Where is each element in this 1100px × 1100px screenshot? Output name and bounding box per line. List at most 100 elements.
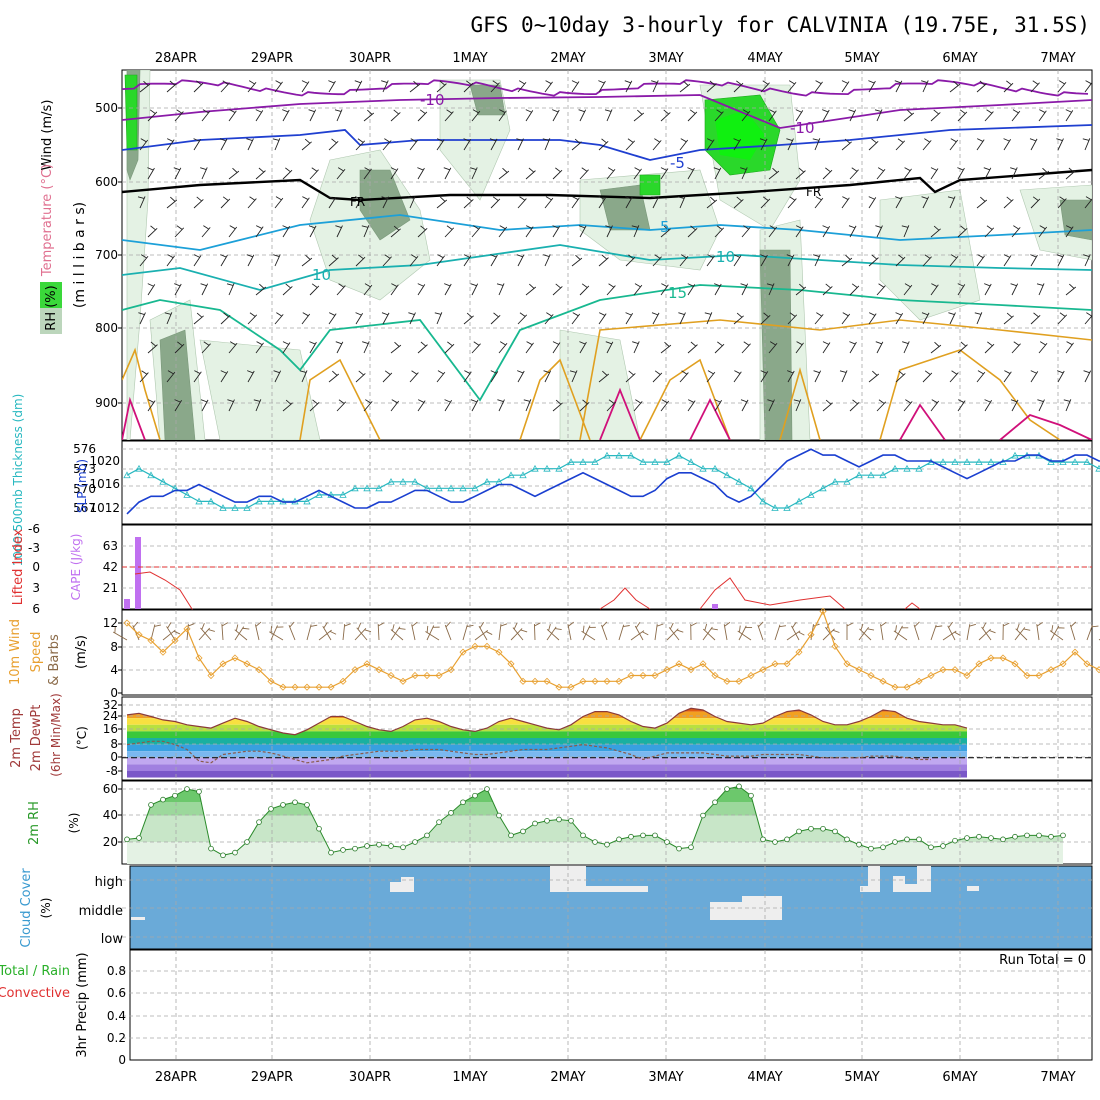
rh2m-marker <box>688 844 694 851</box>
thickness-marker <box>327 491 335 498</box>
wind10-barb <box>601 621 608 641</box>
tick-label: 12 <box>103 616 118 630</box>
wind10-marker <box>1023 671 1031 680</box>
wind10-marker <box>1095 666 1100 674</box>
wind10-marker <box>915 677 923 685</box>
thickness-marker <box>267 497 275 505</box>
wind10-barb <box>342 623 351 641</box>
wind-barb <box>598 370 610 383</box>
tick-label: 573 <box>73 462 96 476</box>
rh2m-marker <box>640 832 646 839</box>
rh2m-marker <box>220 852 226 859</box>
wind-barb <box>813 254 821 267</box>
wind10-marker <box>651 671 659 680</box>
wind10-marker <box>819 607 827 615</box>
ylabel-2m-dewpt: 2m DewPt <box>29 705 44 772</box>
thickness-marker <box>915 464 923 472</box>
wind-barb <box>1011 225 1021 238</box>
rh2m-marker <box>952 837 958 844</box>
wind-barb <box>1036 283 1045 296</box>
wind-barb <box>498 167 510 180</box>
rh2m-marker <box>304 802 310 808</box>
wind-barb <box>957 109 968 122</box>
wind10-barb <box>894 625 909 641</box>
wind-barb <box>516 254 525 267</box>
tick-label: 570 <box>73 482 96 496</box>
wind-barb <box>544 312 554 325</box>
rh2m-marker <box>352 845 358 852</box>
temp-band <box>127 757 967 765</box>
wind-barb <box>147 399 156 412</box>
wind-barb <box>301 254 313 267</box>
wind10-barb <box>942 630 961 641</box>
wind10-marker <box>423 671 431 680</box>
tick-label: 8 <box>110 737 118 751</box>
wind-barb <box>517 312 528 325</box>
wind-barb <box>786 138 794 151</box>
wind-barb <box>228 341 238 354</box>
wind-barb <box>363 399 373 412</box>
wind-barb <box>1030 254 1038 267</box>
ylabel-barbs: & Barbs <box>47 634 62 686</box>
ylabel-cloud-cover: Cloud Cover <box>19 868 34 948</box>
wind10-barb <box>1069 621 1077 641</box>
wind10-marker <box>519 677 527 685</box>
rh2m-marker <box>1000 836 1006 843</box>
wind-barb <box>228 225 238 238</box>
rh2m-marker <box>292 799 298 806</box>
rh2m-marker <box>472 792 478 799</box>
wind-barb <box>490 80 500 93</box>
rh2m-marker <box>136 835 142 841</box>
wind10-barb <box>354 627 372 641</box>
thickness-marker <box>195 497 203 505</box>
wind10-panel: 12 8 4 0 10m Wind Speed & Barbs (m/s) <box>8 607 1100 700</box>
wind10-barb <box>425 625 440 641</box>
wind10-barb <box>822 628 840 641</box>
date-label: 28APR <box>155 51 197 66</box>
rh2m-marker <box>412 839 418 845</box>
rh2m-marker <box>328 849 334 856</box>
run-total-label: Run Total = 0 <box>999 953 1086 968</box>
wind-barb <box>598 138 609 151</box>
wind10-barb <box>690 622 697 641</box>
wind-barb <box>417 283 426 296</box>
wind-barb <box>1011 109 1021 122</box>
wind10-barb <box>581 625 596 641</box>
cloud-gap <box>868 866 880 892</box>
wind-barb <box>976 370 986 383</box>
wind-barb <box>740 167 748 180</box>
ylabel-convective: Convective <box>0 986 70 1001</box>
wind-barb <box>1003 312 1014 325</box>
wind-barb <box>525 109 534 122</box>
wind10-marker <box>867 671 875 680</box>
wind10-marker <box>1083 660 1091 668</box>
wind-barb <box>282 225 291 238</box>
wind-barb <box>660 167 669 180</box>
cape-bar <box>135 537 141 609</box>
wind-barb <box>1056 254 1065 267</box>
wind-barb <box>598 80 606 93</box>
wind-barb <box>174 399 183 412</box>
thickness-marker <box>771 504 779 511</box>
wind-barb <box>328 370 340 383</box>
lifted-index-segment <box>904 602 921 610</box>
wind-barb <box>839 370 848 383</box>
wind10-barb <box>618 624 630 641</box>
rh-region-bright <box>124 74 138 151</box>
wind-barb <box>436 196 448 209</box>
wind-barb <box>849 167 859 180</box>
thickness-marker <box>855 471 863 479</box>
wind10-barb <box>981 622 992 641</box>
wind-barb <box>894 80 903 93</box>
ylabel-cape: CAPE (J/kg) <box>69 534 83 601</box>
cloud-gap <box>586 886 648 892</box>
wind-barb <box>733 138 742 151</box>
wind-barb <box>443 167 452 180</box>
wind-barb <box>651 80 659 93</box>
wind10-marker <box>375 666 383 674</box>
wind-barb <box>895 370 906 383</box>
wind-barbs <box>137 80 1092 412</box>
wind10-barb <box>254 621 262 641</box>
wind-barb <box>766 283 775 296</box>
wind-barb <box>471 225 481 238</box>
